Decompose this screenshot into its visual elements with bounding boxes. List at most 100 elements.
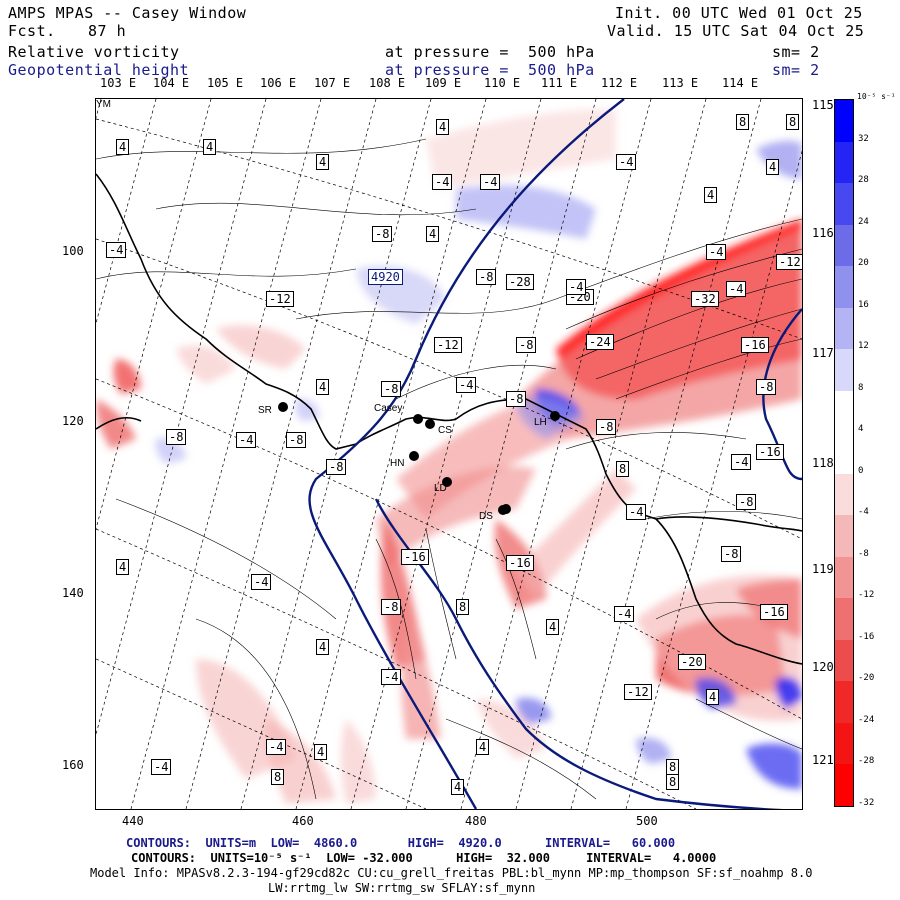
contour-value-label: -20	[678, 654, 706, 670]
colorbar-segment	[835, 183, 853, 226]
footer-model-info-2: LW:rrtmg_lw SW:rrtmg_sw SFLAY:sf_mynn	[268, 881, 536, 895]
vorticity-contour-line	[425, 528, 457, 660]
top-lon-label: 112 E	[601, 76, 638, 90]
negative-vorticity-area	[476, 699, 546, 759]
meridian-line	[96, 99, 102, 120]
forecast-label: Fcst.	[8, 22, 56, 40]
meridian-line	[350, 99, 542, 809]
colorbar-tick: 8	[858, 382, 864, 393]
contour-value-label: 8	[271, 769, 285, 785]
negative-vorticity-area	[341, 719, 376, 804]
contour-value-label: -12	[776, 254, 802, 270]
contour-value-label: 8	[616, 461, 630, 477]
contour-value-label: 4	[766, 159, 780, 175]
positive-vorticity-area	[516, 697, 551, 724]
contour-value-label: -12	[266, 291, 294, 307]
colorbar-segment	[835, 681, 853, 724]
contour-value-label: 4	[314, 744, 328, 760]
station-marker	[425, 419, 435, 429]
colorbar-segment	[835, 432, 853, 475]
vorticity-contour-line	[615, 338, 802, 400]
contour-value-label: -8	[326, 459, 347, 475]
top-lon-label: 106 E	[260, 76, 297, 90]
colorbar-tick: 0	[858, 465, 864, 476]
contour-value-label: -8	[721, 546, 742, 562]
contour-value-label: 8	[456, 599, 470, 615]
station-marker	[501, 504, 511, 514]
vorticity-contour-line	[395, 365, 557, 400]
station-marker	[442, 477, 452, 487]
init-time: Init. 00 UTC Wed 01 Oct 25	[615, 4, 863, 22]
y-tick-label: 140	[62, 586, 84, 600]
station-label-ld: LD	[434, 483, 447, 494]
colorbar-tick: 12	[858, 341, 869, 352]
contour-value-label: 4	[316, 639, 330, 655]
colorbar-tick: -28	[858, 756, 875, 767]
colorbar-tick: 4	[858, 424, 864, 435]
vorticity-contour-line	[96, 268, 357, 280]
contour-value-label: 8	[666, 774, 680, 790]
top-lon-label: 108 E	[369, 76, 406, 90]
colorbar-tick: -12	[858, 590, 875, 601]
contour-value-label: -4	[566, 279, 587, 295]
meridian-line	[625, 149, 802, 809]
vorticity-contour-line	[155, 202, 477, 216]
colorbar-segment	[835, 722, 853, 765]
colorbar-segment	[835, 764, 853, 807]
contour-value-label: -4	[731, 454, 752, 470]
contour-value-label: 4	[116, 139, 130, 155]
valid-time: Valid. 15 UTC Sat 04 Oct 25	[607, 22, 865, 40]
contour-value-label: 4	[116, 559, 130, 575]
positive-vorticity-area	[746, 743, 802, 789]
negative-vorticity-area	[176, 345, 236, 384]
contour-value-label: -32	[691, 291, 719, 307]
coastline	[96, 173, 802, 665]
vorticity-map	[96, 99, 802, 809]
field1-name: Relative vorticity	[8, 43, 180, 61]
top-lon-label: 111 E	[541, 76, 578, 90]
top-lon-label: 107 E	[314, 76, 351, 90]
colorbar-segment	[835, 515, 853, 558]
station-marker	[413, 414, 423, 424]
meridian-line	[570, 99, 762, 809]
colorbar-tick: 32	[858, 133, 869, 144]
station-label-sr: SR	[258, 405, 272, 416]
colorbar-segment	[835, 598, 853, 641]
top-lon-label: 103 E	[100, 76, 137, 90]
contour-value-label: -8	[286, 432, 307, 448]
contour-value-label: 4	[203, 139, 217, 155]
station-label-ds: DS	[479, 511, 493, 522]
vorticity-contour-line	[695, 698, 802, 750]
x-tick-label: 480	[465, 814, 487, 828]
vorticity-contour-line	[96, 138, 427, 160]
colorbar-segment	[835, 141, 853, 184]
contour-value-label: -8	[596, 419, 617, 435]
contour-value-label: 8	[736, 114, 750, 130]
meridian-line	[405, 99, 597, 809]
map-plot-area[interactable]: 4 4 4 4 -4 -4 4 8 8 -4 4 4 -4 -8 -8 -28 -4 -12 -12 -20 -32 -4…	[95, 98, 803, 810]
y-tick-label: 160	[62, 758, 84, 772]
top-lon-label: 110 E	[484, 76, 521, 90]
contour-value-label: -4	[106, 242, 127, 258]
negative-vorticity-area	[516, 469, 636, 599]
contour-value-label: 4	[476, 739, 490, 755]
positive-vorticity-area	[456, 185, 596, 239]
contour-value-label: 8	[786, 114, 800, 130]
y-tick-label: 100	[62, 244, 84, 258]
colorbar-tick: 24	[858, 216, 869, 227]
vorticity-contour-line	[195, 618, 317, 800]
meridian-line	[96, 99, 267, 736]
top-lon-label: 114 E	[722, 76, 759, 90]
contour-value-label: -4	[614, 606, 635, 622]
meridian-line	[96, 99, 157, 325]
meridian-line	[185, 99, 377, 809]
contour-value-label: -4	[266, 739, 287, 755]
contour-value-label: -16	[756, 444, 784, 460]
meridian-line	[130, 99, 322, 809]
field2-pressure: at pressure = 500 hPa	[385, 61, 595, 79]
vorticity-contour-line	[565, 248, 802, 330]
colorbar-segment	[835, 349, 853, 392]
contour-value-label: 4	[436, 119, 450, 135]
contour-value-label: -16	[741, 337, 769, 353]
contour-value-label: 4	[316, 379, 330, 395]
